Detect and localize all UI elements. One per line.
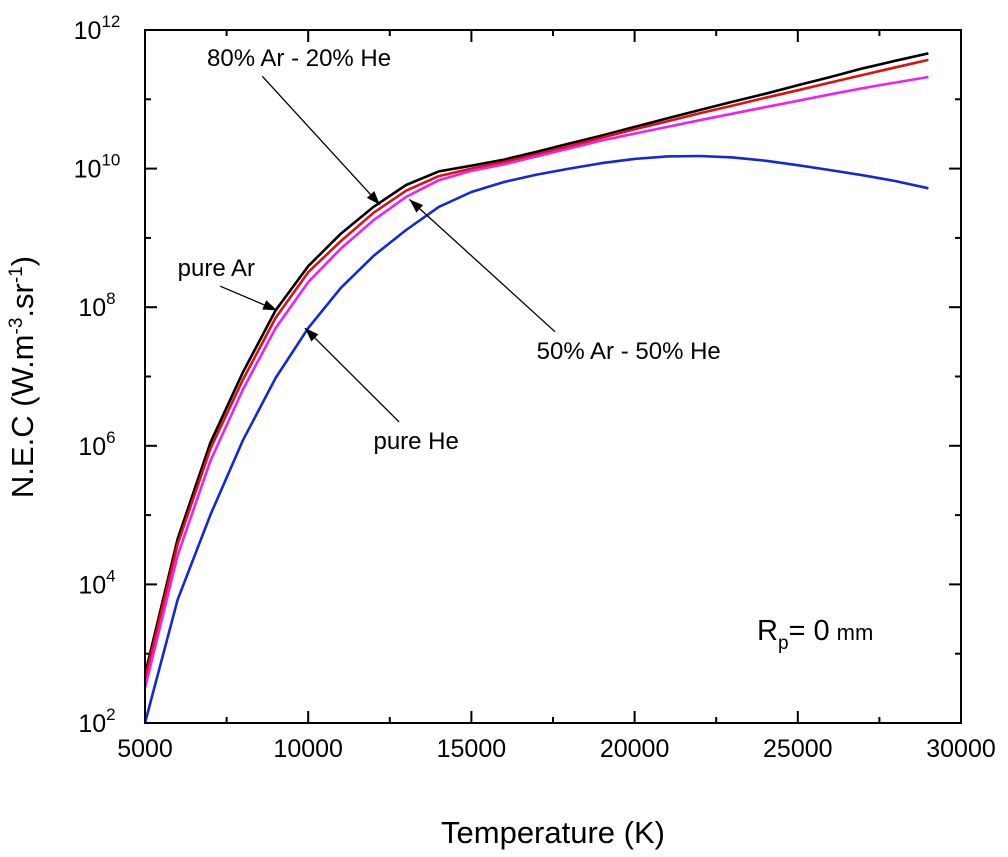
x-tick-label: 5000 (117, 735, 173, 763)
series-line-ar80_he20 (143, 58, 929, 680)
x-tick-label: 30000 (926, 735, 996, 763)
y-tick-exponent: 4 (106, 566, 115, 585)
y-tick-exponent: 8 (106, 289, 115, 308)
x-tick-label: 20000 (600, 735, 670, 763)
x-tick-label: 15000 (437, 735, 507, 763)
y-axis-title-prefix: N.E.C (W.m (5, 334, 40, 498)
y-tick-base: 10 (74, 156, 102, 184)
y-tick-base: 10 (78, 571, 106, 599)
y-tick-label: 106 (78, 428, 115, 461)
y-tick-label: 1012 (74, 12, 121, 45)
annotations: 80% Ar - 20% He pure Ar 50% Ar - 50% He pur… (178, 45, 721, 455)
annotation-ar50_he50: 50% Ar - 50% He (537, 338, 721, 365)
y-tick-base: 10 (78, 710, 106, 738)
y-tick-label: 108 (78, 289, 115, 322)
annotation-arrow-line-ar80_he20 (261, 75, 381, 206)
series-lines (143, 52, 929, 724)
y-tick-exponent: 6 (106, 428, 115, 447)
y-axis-title: N.E.C (W.m-3.sr-1) (5, 256, 40, 498)
x-tick-label: 10000 (273, 735, 343, 763)
y-axis-title-exp2: -1 (6, 266, 27, 283)
y-tick-label: 104 (78, 566, 115, 599)
annotation-pure_ar: pure Ar (178, 255, 255, 282)
y-tick-exponent: 2 (106, 705, 115, 724)
y-tick-label: 102 (78, 705, 115, 738)
y-axis-title-suffix: ) (5, 256, 40, 266)
y-tick-exponent: 12 (101, 12, 120, 31)
rp-label-unit: mm (837, 620, 874, 645)
annotation-arrowhead-pure_he (304, 328, 319, 342)
y-tick-label: 1010 (74, 151, 121, 184)
rp-label: Rp= 0 mm (757, 615, 873, 654)
series-line-pure_he (143, 154, 929, 724)
x-tick-label: 25000 (763, 735, 833, 763)
annotation-pure_he: pure He (373, 428, 458, 455)
annotation-arrowhead-ar80_he20 (366, 191, 381, 205)
tick-labels: 5000 10000 15000 20000 25000 3000010210410610… (74, 12, 996, 763)
y-axis-title-exp1: -3 (6, 318, 27, 335)
x-axis-title: Temperature (K) (441, 815, 665, 850)
rp-label-value: = 0 (789, 615, 830, 647)
rp-label-sub: p (778, 633, 789, 654)
annotation-arrow-line-pure_he (304, 327, 400, 423)
rp-label-main: R (757, 615, 778, 647)
annotation-arrowhead-ar50_he50 (409, 199, 424, 213)
series-line-ar50_he50 (143, 75, 929, 689)
y-axis-title-middle: .sr (5, 283, 40, 317)
y-tick-base: 10 (78, 294, 106, 322)
y-tick-exponent: 10 (101, 151, 120, 170)
annotation-ar80_he20: 80% Ar - 20% He (207, 45, 391, 72)
y-tick-base: 10 (78, 433, 106, 461)
annotation-arrow-line-ar50_he50 (408, 198, 556, 333)
plot-frame (144, 29, 962, 724)
annotation-arrowhead-pure_ar (262, 300, 278, 311)
y-tick-base: 10 (74, 17, 102, 45)
